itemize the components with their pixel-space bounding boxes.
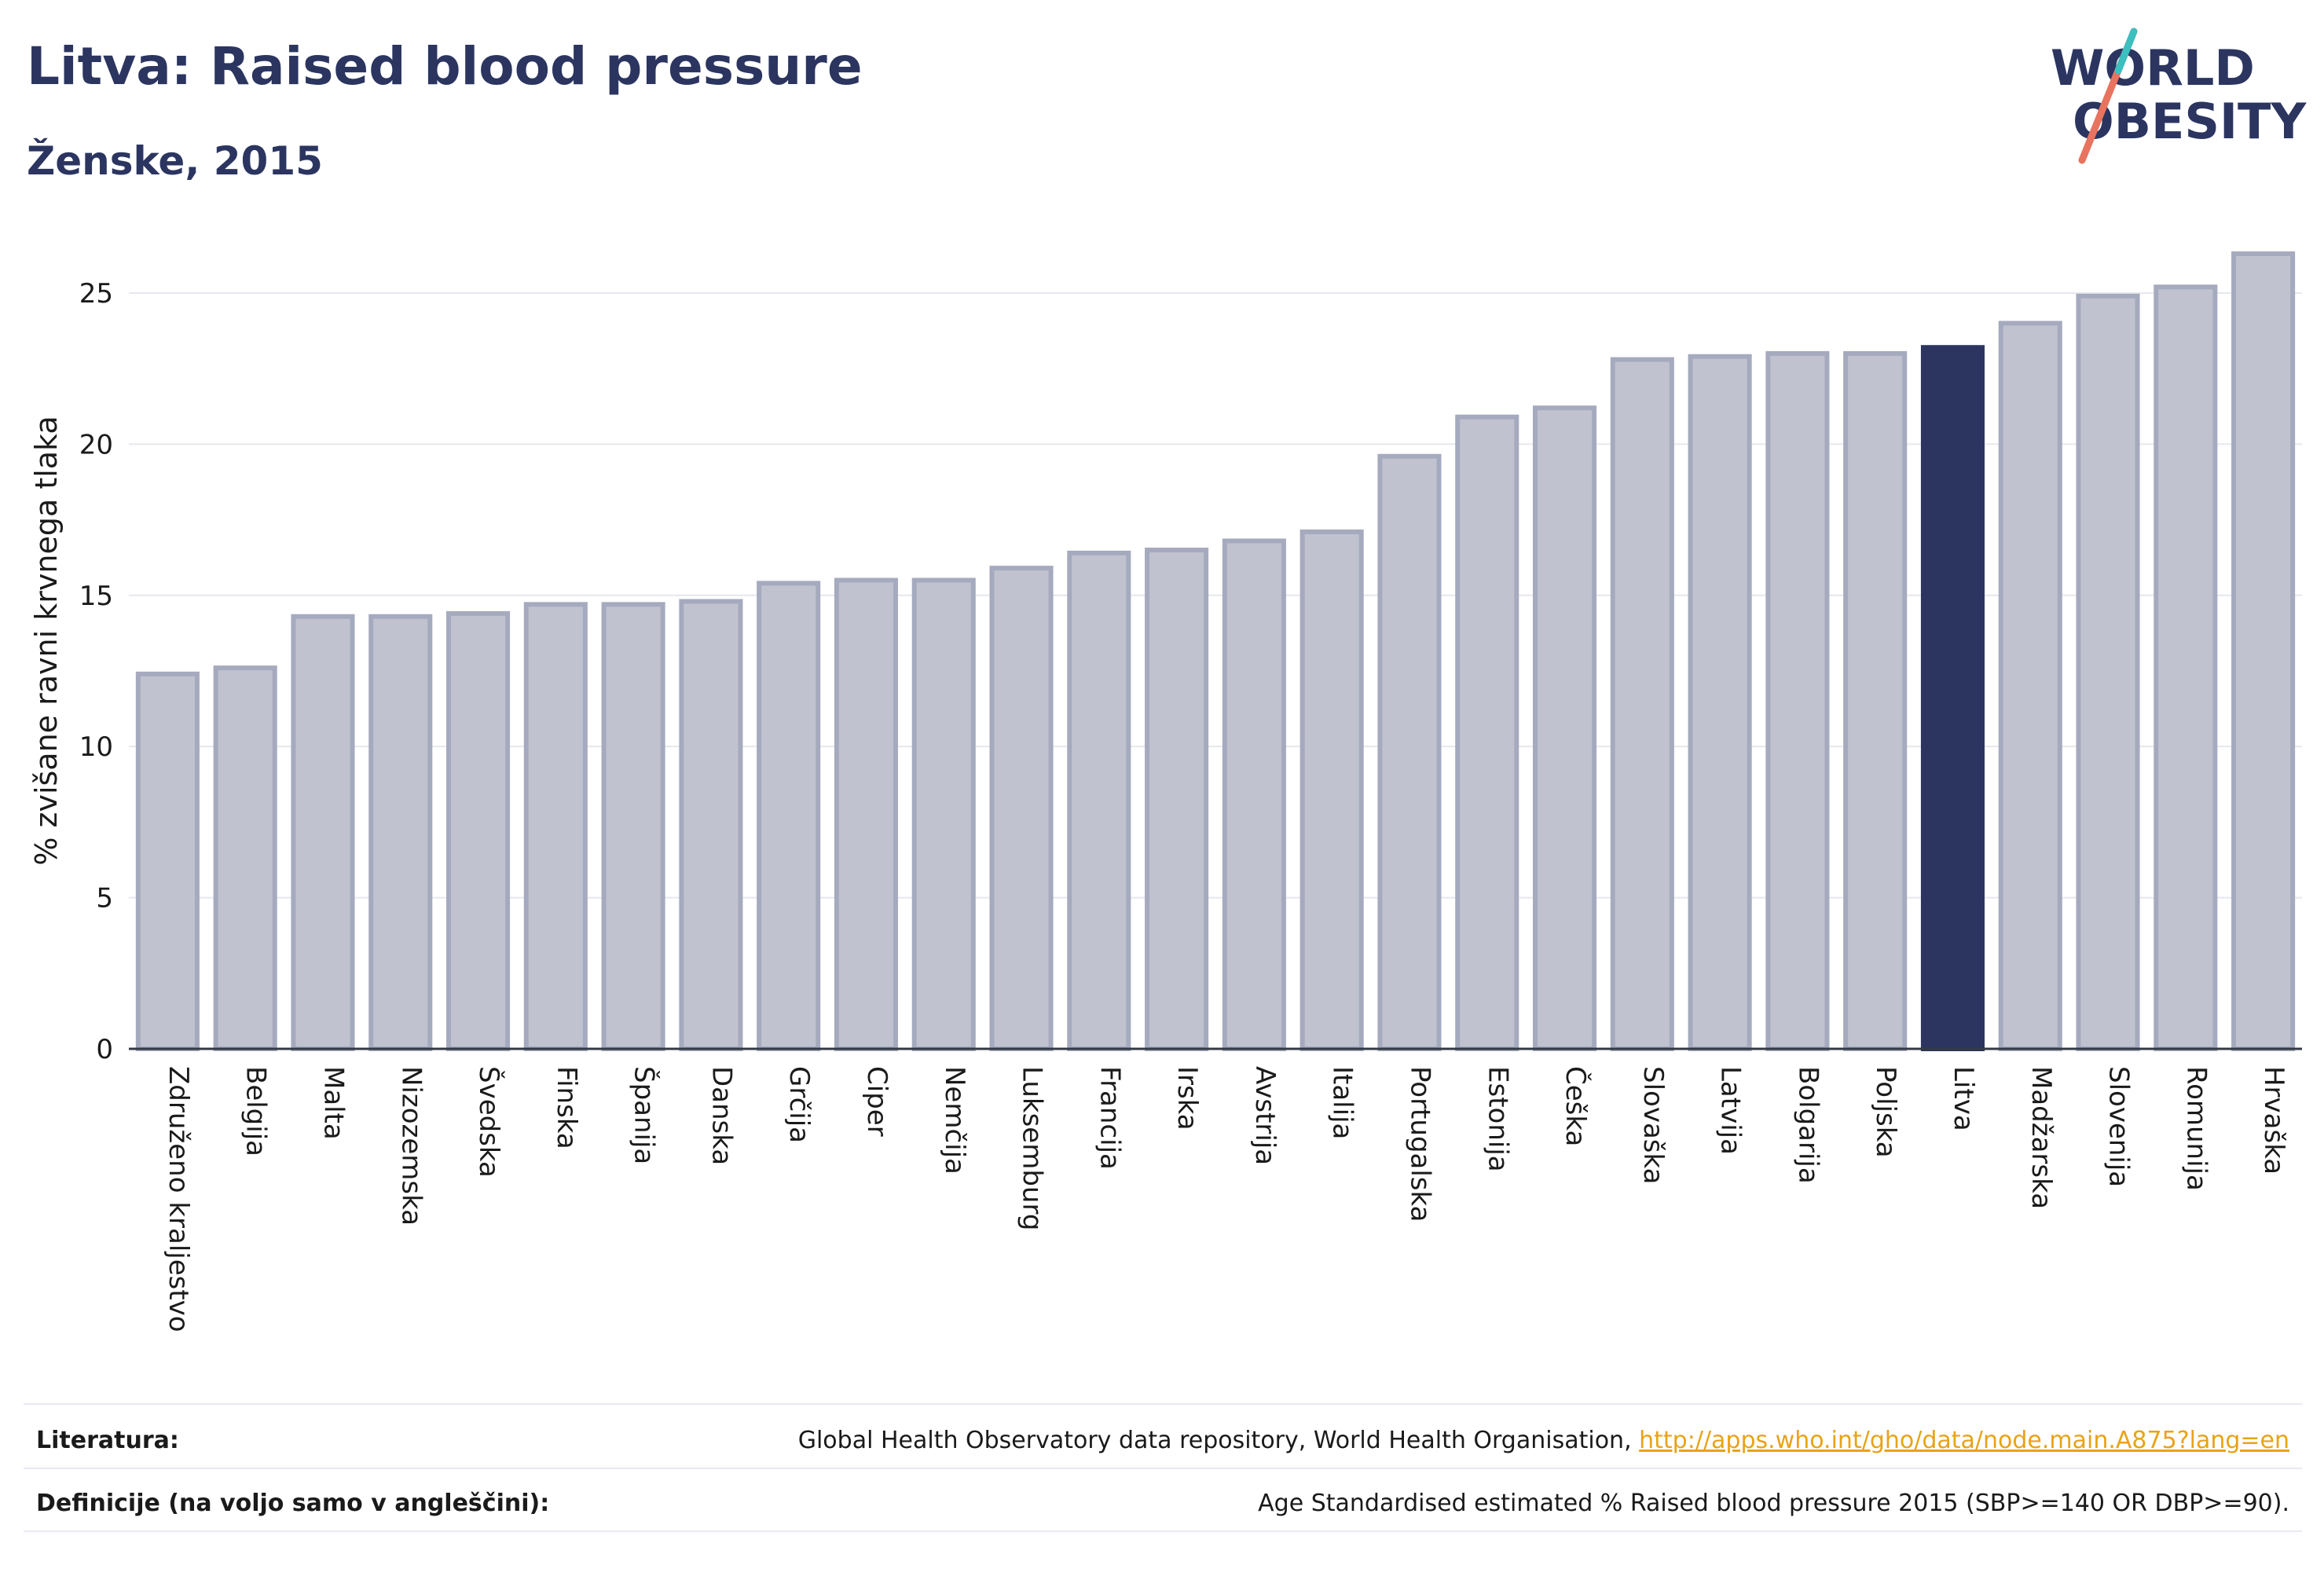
x-tick-label: Danska xyxy=(706,1066,737,1165)
bar-malta[interactable] xyxy=(291,614,355,1051)
footer-divider xyxy=(24,1403,2302,1405)
x-tick-label: Nizozemska xyxy=(395,1066,427,1226)
x-tick-label: Avstrija xyxy=(1249,1066,1281,1165)
bar-litva[interactable] xyxy=(1920,345,1985,1052)
chart-subtitle: Ženske, 2015 xyxy=(27,138,323,184)
footer-divider xyxy=(24,1468,2302,1469)
bar-nizozemska[interactable] xyxy=(368,614,433,1051)
bar-slovenija[interactable] xyxy=(2076,293,2140,1051)
definitions-label: Definicije (na voljo samo v angleščini): xyxy=(36,1490,550,1517)
x-tick-label: Madžarska xyxy=(2025,1066,2057,1209)
y-tick-label: 5 xyxy=(96,883,113,914)
x-tick-label: Francija xyxy=(1094,1066,1125,1170)
bar-irska[interactable] xyxy=(1145,548,1209,1051)
x-tick-label: Malta xyxy=(317,1066,349,1140)
x-tick-label: Slovenija xyxy=(2103,1066,2135,1187)
bar-estonija[interactable] xyxy=(1455,414,1519,1051)
bar-danska[interactable] xyxy=(679,599,743,1051)
bar-belgija[interactable] xyxy=(213,665,277,1052)
x-tick-label: Italija xyxy=(1327,1066,1358,1139)
x-tick-label: Švedska xyxy=(473,1066,505,1178)
x-tick-label: Španija xyxy=(629,1066,661,1164)
bar-slovaška[interactable] xyxy=(1610,357,1674,1052)
x-tick-label: Belgija xyxy=(240,1066,272,1156)
x-tick-label: Litva xyxy=(1948,1066,1979,1131)
x-tick-label: Združeno kraljestvo xyxy=(163,1066,194,1332)
bar-združeno-kraljestvo[interactable] xyxy=(135,671,200,1052)
x-tick-label: Grčija xyxy=(783,1066,815,1143)
y-tick-label: 0 xyxy=(96,1034,113,1065)
bar-švedska[interactable] xyxy=(445,610,511,1051)
x-tick-label: Romunija xyxy=(2180,1066,2212,1191)
x-tick-label: Slovaška xyxy=(1637,1066,1669,1184)
x-tick-label: Češka xyxy=(1560,1066,1592,1146)
x-tick-label: Estonija xyxy=(1482,1066,1513,1172)
y-axis-label: % zvišane ravni krvnega tlaka xyxy=(29,416,64,865)
bar-italija[interactable] xyxy=(1299,529,1364,1051)
y-tick-label: 15 xyxy=(79,581,113,612)
bar-romunija[interactable] xyxy=(2154,284,2218,1051)
x-axis-labels: Združeno kraljestvo Belgija Malta Nizozemsk… xyxy=(163,1066,2289,1332)
world-obesity-logo: WORLD OBESITY xyxy=(2051,27,2307,164)
bar-latvija[interactable] xyxy=(1688,354,1752,1052)
x-tick-label: Bolgarija xyxy=(1792,1066,1824,1184)
footer-divider xyxy=(24,1530,2302,1532)
bar-portugalska[interactable] xyxy=(1377,453,1442,1051)
literature-text: Global Health Observatory data repositor… xyxy=(797,1427,1640,1454)
bar-avstrija[interactable] xyxy=(1222,538,1286,1051)
bar-hrvaška[interactable] xyxy=(2231,251,2296,1052)
literature-label: Literatura: xyxy=(36,1427,179,1454)
bar-francija[interactable] xyxy=(1067,550,1131,1051)
chart-title: Litva: Raised blood pressure xyxy=(27,36,863,97)
y-axis-ticks: 0 5 10 15 20 25 xyxy=(79,278,113,1065)
y-tick-label: 10 xyxy=(79,731,113,763)
bar-nemčija[interactable] xyxy=(911,577,976,1051)
logo-line2: OBESITY xyxy=(2073,93,2307,150)
literature-link[interactable]: http://apps.who.int/gho/data/node.main.A… xyxy=(1639,1427,2289,1454)
x-tick-label: Irska xyxy=(1171,1066,1203,1131)
x-tick-label: Nemčija xyxy=(939,1066,970,1175)
logo-slash-accent-icon xyxy=(2114,27,2138,75)
bar-češka[interactable] xyxy=(1532,405,1597,1051)
x-tick-label: Finska xyxy=(551,1066,582,1149)
x-tick-label: Latvija xyxy=(1715,1066,1747,1155)
bar-španija[interactable] xyxy=(601,602,665,1051)
bar-grčija[interactable] xyxy=(757,581,821,1051)
y-tick-label: 25 xyxy=(79,278,113,310)
x-tick-label: Ciper xyxy=(861,1066,893,1137)
bar-chart: 0 5 10 15 20 25 Združeno kraljestvo Belgija Mal… xyxy=(29,251,2302,1332)
bar-bolgarija[interactable] xyxy=(1765,350,1830,1052)
y-tick-label: 20 xyxy=(79,429,113,460)
bars xyxy=(135,251,2296,1052)
bar-poljska[interactable] xyxy=(1843,350,1908,1052)
x-tick-label: Poljska xyxy=(1870,1066,1901,1158)
x-tick-label: Portugalska xyxy=(1404,1066,1435,1222)
x-tick-label: Luksemburg xyxy=(1017,1066,1048,1230)
literature-source: Global Health Observatory data repositor… xyxy=(798,1427,2289,1454)
bar-ciper[interactable] xyxy=(834,577,899,1051)
definitions-text: Age Standardised estimated % Raised bloo… xyxy=(1258,1490,2289,1517)
bar-madžarska[interactable] xyxy=(1998,321,2062,1051)
x-tick-label: Hrvaška xyxy=(2258,1066,2289,1175)
logo-line1: WORLD xyxy=(2051,39,2255,97)
bar-luksemburg[interactable] xyxy=(989,566,1054,1051)
bar-finska[interactable] xyxy=(523,602,588,1051)
